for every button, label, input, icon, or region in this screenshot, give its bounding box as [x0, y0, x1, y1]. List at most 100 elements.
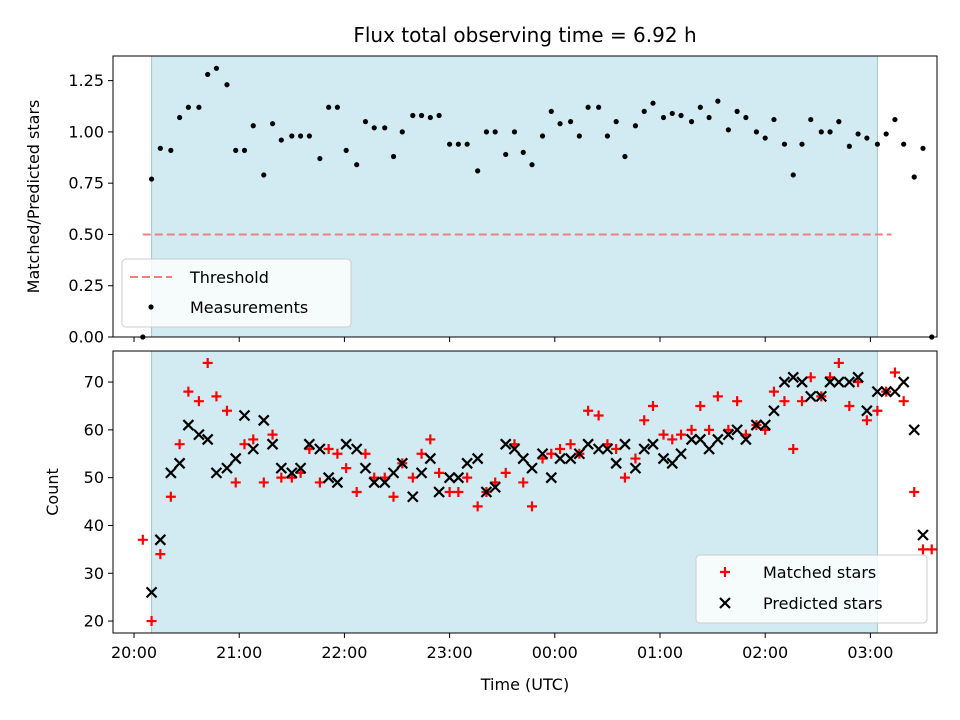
predicted-star-point: [499, 438, 512, 450]
predicted-star-point: [833, 376, 845, 388]
predicted-star-point: [322, 471, 335, 484]
predicted-star-point: [424, 452, 437, 465]
x-axis-label: Time (UTC): [480, 675, 569, 694]
y-tick-label: 30: [84, 564, 104, 583]
measurement-point: [334, 104, 341, 110]
measurement-point: [762, 135, 768, 141]
x-tick-label: 00:00: [532, 643, 578, 662]
measurement-point: [261, 172, 267, 178]
measurement-point: [529, 162, 535, 168]
predicted-star-point: [897, 376, 910, 388]
predicted-star-point: [889, 385, 901, 398]
measurement-point: [317, 155, 323, 162]
matched-star-point: [527, 501, 538, 512]
predicted-star-point: [201, 433, 214, 446]
y-tick-label: 0.00: [68, 328, 104, 347]
legend-matched-label: Matched stars: [763, 563, 876, 582]
predicted-star-point: [471, 452, 484, 465]
predicted-star-point: [165, 467, 177, 479]
measurement-point: [846, 143, 852, 149]
measurement-point: [641, 108, 647, 114]
predicted-star-point: [286, 467, 298, 479]
predicted-star-point: [536, 447, 549, 460]
measurement-point: [911, 174, 917, 180]
predicted-star-point: [647, 438, 659, 450]
legend-predicted-label: Predicted stars: [763, 594, 883, 613]
matched-star-point: [174, 439, 185, 450]
predicted-star-point: [247, 443, 260, 455]
matched-star-point: [805, 372, 816, 383]
matched-star-point: [695, 400, 706, 411]
matched-star-point: [732, 396, 743, 407]
measurement-point: [371, 125, 377, 131]
measurement-point: [808, 116, 814, 123]
measurement-point: [604, 133, 611, 139]
predicted-star-point: [675, 447, 687, 460]
matched-star-point: [202, 357, 213, 368]
measurement-point: [343, 147, 349, 153]
measurement-point: [585, 104, 591, 110]
measurement-point: [697, 104, 703, 110]
measurement-point: [874, 141, 880, 147]
measurement-point: [354, 162, 360, 168]
measurement-point: [278, 137, 284, 143]
matched-star-point: [658, 429, 669, 440]
measurement-point: [539, 133, 546, 139]
predicted-star-point: [694, 433, 707, 446]
measurement-point: [250, 123, 256, 129]
predicted-star-point: [731, 424, 743, 436]
measurement-point: [596, 104, 602, 110]
predicted-star-point: [378, 476, 391, 489]
predicted-star-point: [917, 529, 929, 541]
measurement-point: [920, 145, 926, 151]
predicted-star-point: [294, 462, 307, 474]
matched-star-point: [462, 472, 473, 483]
legend: Threshold Measurements: [121, 258, 352, 328]
measurement-point: [827, 129, 833, 135]
measurement-point: [289, 133, 295, 139]
predicted-star-point: [796, 376, 808, 388]
predicted-star-point: [145, 586, 158, 599]
matched-star-point: [686, 424, 697, 435]
matched-star-point: [779, 396, 790, 407]
predicted-star-point: [173, 457, 186, 470]
predicted-star-point: [582, 438, 594, 450]
legend-measurement-swatch: [148, 304, 154, 310]
matched-star-point: [193, 396, 204, 407]
measurement-point: [306, 133, 312, 139]
series-predicted-stars: [145, 371, 929, 599]
series-measurements: [140, 65, 935, 340]
measurement-point: [864, 135, 870, 141]
matched-star-point: [909, 487, 920, 497]
matched-star-point: [165, 491, 176, 502]
measurement-point: [399, 129, 405, 135]
measurement-point: [511, 129, 518, 135]
matched-star-point: [833, 357, 844, 368]
matched-star-point: [917, 544, 928, 555]
legend-measurement-label: Measurements: [190, 298, 308, 317]
y-tick-label: 1.25: [68, 71, 104, 90]
matched-star-point: [518, 477, 529, 488]
matched-star-point: [137, 534, 148, 545]
matched-star-point: [500, 467, 511, 478]
matched-star-point: [239, 439, 250, 450]
predicted-star-point: [804, 390, 817, 403]
legend-box: [121, 258, 352, 328]
y-tick-label: 0.25: [68, 276, 104, 295]
measurement-point: [576, 133, 582, 139]
measurement-point: [475, 168, 481, 174]
measurement-point: [390, 153, 397, 160]
measurement-point: [269, 121, 276, 127]
matched-star-point: [861, 415, 872, 426]
measurement-point: [901, 141, 907, 147]
matched-star-point: [248, 434, 259, 445]
measurement-point: [157, 145, 163, 151]
predicted-star-point: [221, 462, 233, 474]
predicted-star-point: [666, 457, 679, 470]
y-axis-label: Matched/Predicted stars: [24, 100, 43, 294]
x-tick-label: 22:00: [321, 643, 367, 662]
matched-star-point: [898, 396, 909, 407]
predicted-star-point: [787, 371, 800, 384]
predicted-star-point: [759, 419, 771, 431]
predicted-star-point: [778, 376, 791, 388]
